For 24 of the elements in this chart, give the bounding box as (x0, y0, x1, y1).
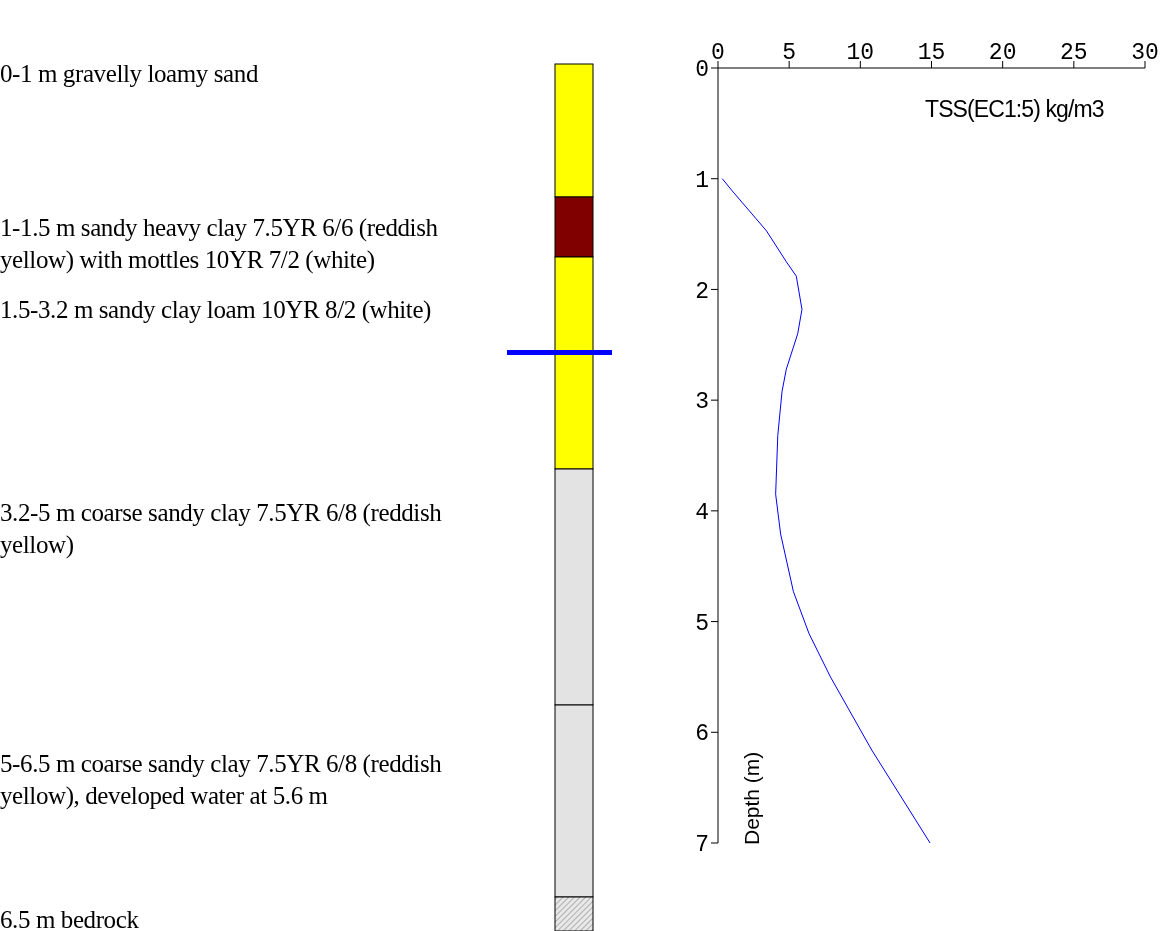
text: 6.5 m bedrock (0, 905, 140, 931)
text: 1-1.5 m sandy heavy clay 7.5YR 6/6 (reddish yellow) with mottles 10YR 7/2 (white) (0, 213, 439, 276)
y-axis-title: Depth (m) (740, 751, 764, 845)
y-tick-label: 6 (695, 721, 709, 748)
x-tick-label: 25 (1060, 40, 1088, 66)
text: 3.2-5 m coarse sandy clay 7.5YR 6/8 (reddish yellow) (0, 498, 443, 560)
x-tick-label: 0 (711, 40, 725, 66)
y-tick-label: 5 (695, 610, 709, 637)
x-tick-label: 20 (988, 40, 1017, 66)
x-tick-label: 30 (1131, 40, 1159, 66)
y-tick-label: 2 (695, 278, 709, 305)
text: 1.5-3.2 m sandy clay loam 10YR 8/2 (white) (0, 295, 433, 325)
line-series (721, 178, 931, 843)
x-axis-title: TSS(EC1:5) kg/m3 (925, 96, 1104, 123)
x-tick-label: 10 (846, 40, 875, 66)
y-tick-label: 4 (695, 500, 709, 527)
y-tick-label: 1 (695, 167, 709, 194)
text: 5-6.5 m coarse sandy clay 7.5YR 6/8 (reddish yellow), developed water at 5.6 m (0, 749, 443, 811)
y-tick-label: 7 (695, 832, 709, 859)
text: 0-1 m gravelly loamy sand (0, 59, 259, 89)
y-tick-label: 0 (695, 57, 709, 84)
x-tick-label: 5 (782, 40, 797, 66)
y-tick-label: 3 (695, 389, 709, 416)
x-tick-label: 15 (917, 40, 946, 66)
